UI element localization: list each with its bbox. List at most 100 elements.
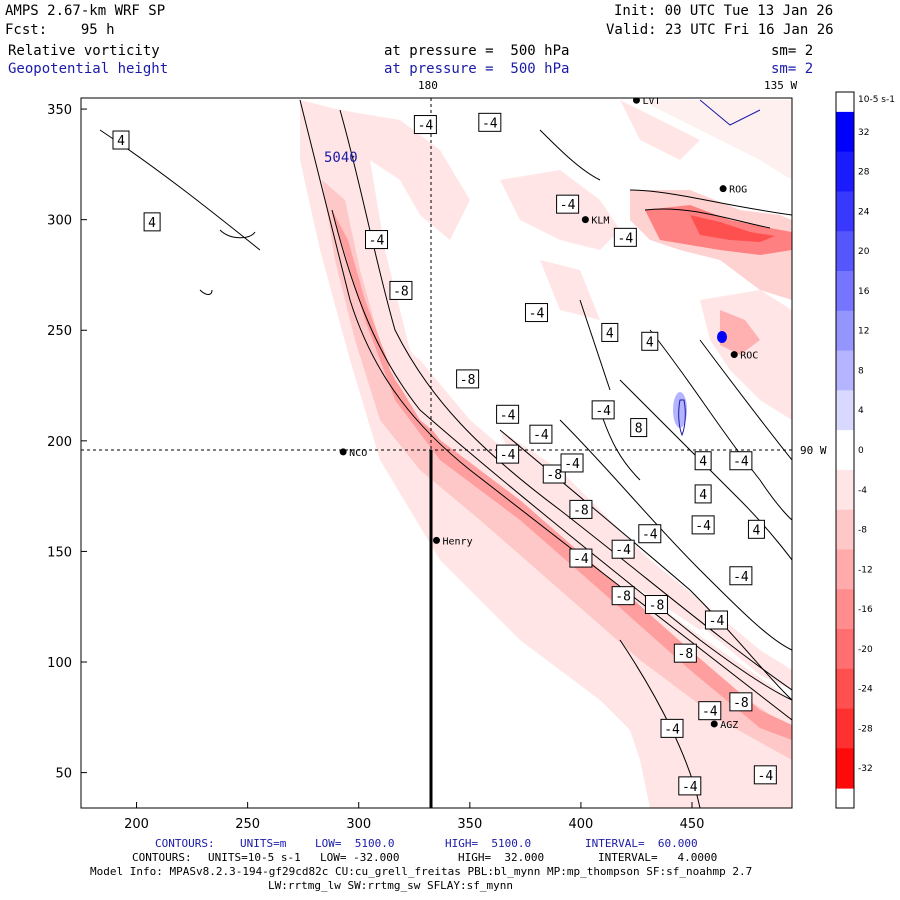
colorbar-swatch (836, 748, 854, 789)
station-label: LVT (642, 96, 660, 107)
contour-label: -4 (413, 115, 437, 135)
contour-label-text: -4 (500, 408, 516, 423)
contour-label-text: -4 (482, 116, 498, 131)
colorbar-label: -4 (858, 486, 867, 496)
colorbar-swatch (836, 390, 854, 431)
label-180: 180 (418, 79, 438, 92)
x-tick-label: 250 (235, 817, 260, 832)
y-tick-label: 250 (47, 324, 72, 339)
colorbar-swatch (836, 310, 854, 352)
colorbar-label: 4 (858, 406, 864, 416)
contour-label-text: 8 (635, 422, 643, 437)
footer-vort-high: HIGH= 32.000 (458, 851, 545, 864)
station-label: NCO (349, 448, 367, 459)
station-label: Henry (443, 536, 473, 547)
contour-label: -4 (496, 404, 520, 424)
contour-label-text: -4 (709, 614, 725, 629)
x-tick-label: 400 (569, 817, 594, 832)
contour-label: -4 (691, 515, 715, 535)
colorbar-label: 12 (858, 327, 869, 337)
contour-label-text: -4 (758, 769, 774, 784)
y-tick-label: 200 (47, 435, 72, 450)
colorbar-unit: 10-5 s-1 (858, 95, 895, 105)
footer-height-label: CONTOURS: (155, 837, 215, 850)
contour-label: -4 (753, 765, 777, 785)
contour-label-text: -4 (733, 455, 749, 470)
contour-label-text: -4 (369, 234, 385, 249)
station-marker (730, 351, 738, 359)
contour-label: -4 (524, 303, 548, 323)
contour-label: -4 (569, 548, 593, 568)
colorbar-label: 16 (858, 287, 870, 297)
contour-label-text: -4 (664, 722, 680, 737)
contour-label: -4 (560, 453, 584, 473)
footer-height-interval: INTERVAL= 60.000 (585, 837, 698, 850)
model-title: AMPS 2.67-km WRF SP (5, 3, 166, 19)
colorbar-label: 8 (858, 366, 864, 376)
contour-label: -4 (660, 718, 684, 738)
station-label: KLM (591, 216, 609, 227)
contour-label-text: 4 (753, 523, 761, 538)
contour-label-text: -4 (618, 231, 634, 246)
contour-label-text: 4 (606, 326, 614, 341)
station-marker (710, 720, 718, 728)
colorbar-label: -28 (858, 724, 873, 734)
field1-pressure: at pressure = 500 hPa (384, 43, 570, 59)
station-marker (433, 536, 440, 544)
contour-label: -8 (729, 692, 753, 712)
contour-label: 4 (694, 451, 712, 471)
contour-label-text: -4 (560, 198, 576, 213)
contour-label: -4 (729, 451, 753, 471)
y-tick-label: 150 (47, 545, 72, 560)
station-label: AGZ (720, 720, 738, 731)
contour-label-text: -4 (642, 528, 658, 543)
y-tick-label: 350 (47, 103, 72, 118)
contour-label-text: 4 (148, 216, 156, 231)
colorbar-label: -32 (858, 764, 873, 774)
contour-label: -4 (478, 112, 502, 132)
contour-label-text: -8 (678, 647, 694, 662)
contour-label: -4 (613, 227, 637, 247)
footer-height-high: HIGH= 5100.0 (445, 837, 532, 850)
contour-label: -8 (389, 280, 413, 300)
contour-label: -8 (673, 643, 697, 663)
label-90w: 90 W (800, 444, 827, 457)
contour-label: 4 (641, 331, 659, 351)
colorbar-label: -16 (858, 605, 873, 615)
contour-label-text: -4 (573, 552, 589, 567)
colorbar-swatch (836, 589, 854, 630)
contour-label: -4 (529, 424, 553, 444)
contour-label-text: -4 (595, 404, 611, 419)
contour-label: -4 (611, 539, 635, 559)
contour-label: 4 (601, 322, 619, 342)
label-135w: 135 W (764, 79, 798, 92)
footer-model-info: Model Info: MPASv8.2.3-194-gf29cd82c CU:… (90, 865, 753, 878)
colorbar-swatch (836, 151, 854, 192)
contour-label-text: -4 (418, 119, 434, 134)
footer-vort-low: LOW= -32.000 (320, 851, 400, 864)
contour-label-text: -8 (460, 373, 476, 388)
contour-label-text: -4 (529, 307, 545, 322)
footer-vort-units: UNITS=10-5 s-1 (208, 851, 301, 864)
colorbar-label: 20 (858, 247, 870, 257)
contour-label: 4 (143, 212, 161, 232)
station-label: ROG (729, 185, 747, 196)
contour-label: -4 (729, 566, 753, 586)
colorbar-swatch (836, 549, 854, 590)
x-tick-label: 300 (346, 817, 371, 832)
contour-label-text: 4 (646, 335, 654, 350)
colorbar-label: 32 (858, 128, 869, 138)
height-contour (678, 99, 761, 437)
contour-label: -4 (591, 400, 615, 420)
contour-label: -8 (569, 499, 593, 519)
contour-label-text: -4 (564, 457, 580, 472)
contour-label-text: -4 (682, 780, 698, 795)
colorbar-label: -12 (858, 565, 873, 575)
contour-label-text: -8 (733, 696, 749, 711)
x-tick-label: 350 (457, 817, 482, 832)
colorbar-frame (835, 91, 855, 809)
colorbar-label: -20 (858, 645, 873, 655)
footer-model-info-2: LW:rrtmg_lw SW:rrtmg_sw SFLAY:sf_mynn (268, 879, 514, 892)
colorbar-label: 0 (858, 446, 864, 456)
contour-label-text: -4 (615, 543, 631, 558)
